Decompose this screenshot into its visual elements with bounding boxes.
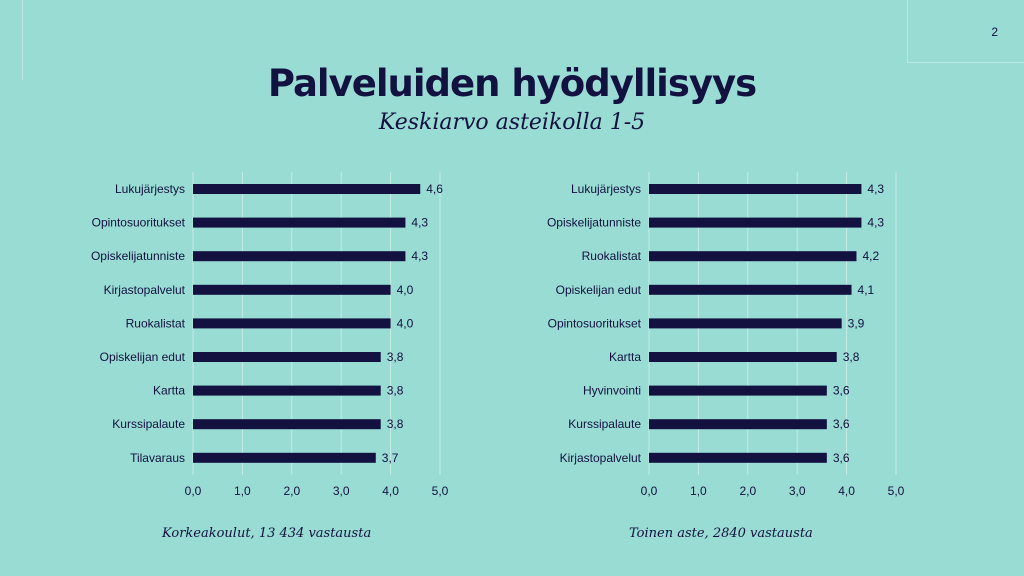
tick-label-left: 1,0 xyxy=(234,484,251,498)
value-label-left: 3,8 xyxy=(387,384,404,398)
bar-right xyxy=(649,217,862,228)
value-label-right: 4,3 xyxy=(867,216,884,230)
category-label-right: Opiskelijan edut xyxy=(556,283,642,297)
value-label-right: 3,6 xyxy=(833,451,850,465)
category-label-right: Lukujärjestys xyxy=(571,182,641,196)
value-label-left: 4,0 xyxy=(397,283,414,297)
bar-left xyxy=(193,251,406,262)
tick-label-left: 0,0 xyxy=(185,484,202,498)
tick-label-right: 3,0 xyxy=(789,484,806,498)
bar-right xyxy=(649,184,862,194)
tick-label-right: 0,0 xyxy=(641,484,658,498)
value-label-left: 4,0 xyxy=(397,316,414,330)
category-label-right: Opiskelijatunniste xyxy=(547,216,641,230)
page-number: 2 xyxy=(991,25,998,39)
bar-left xyxy=(193,284,391,295)
value-label-right: 4,2 xyxy=(862,249,879,263)
bar-left xyxy=(193,352,381,362)
value-label-right: 4,1 xyxy=(858,283,875,297)
tick-label-right: 4,0 xyxy=(838,484,855,498)
tick-label-right: 5,0 xyxy=(888,484,905,498)
bar-right xyxy=(649,352,837,362)
bar-right xyxy=(649,251,857,262)
category-label-left: Opiskelijatunniste xyxy=(91,249,185,263)
category-label-right: Ruokalistat xyxy=(582,249,642,263)
bar-right xyxy=(649,452,827,463)
decorative-line xyxy=(22,0,23,80)
value-label-left: 3,8 xyxy=(387,350,404,364)
chart-caption-right: Toinen aste, 2840 vastausta xyxy=(629,526,813,541)
bar-left xyxy=(193,184,421,194)
category-label-right: Kirjastopalvelut xyxy=(560,451,642,465)
bar-left xyxy=(193,452,376,463)
category-label-left: Kartta xyxy=(153,384,185,398)
category-label-left: Opintosuoritukset xyxy=(92,216,186,230)
bar-right xyxy=(649,385,827,396)
value-label-right: 3,6 xyxy=(833,417,850,431)
category-label-right: Opintosuoritukset xyxy=(548,316,642,330)
decorative-line xyxy=(907,0,908,62)
bar-right xyxy=(649,318,842,329)
category-label-right: Kartta xyxy=(609,350,641,364)
category-label-left: Opiskelijan edut xyxy=(100,350,186,364)
value-label-left: 4,6 xyxy=(426,182,443,196)
category-label-left: Ruokalistat xyxy=(126,316,186,330)
bar-left xyxy=(193,385,381,396)
category-label-left: Kurssipalaute xyxy=(112,417,185,431)
category-label-left: Lukujärjestys xyxy=(115,182,185,196)
category-label-left: Tilavaraus xyxy=(130,451,185,465)
value-label-right: 3,6 xyxy=(833,384,850,398)
tick-label-left: 4,0 xyxy=(382,484,399,498)
category-label-left: Kirjastopalvelut xyxy=(104,283,186,297)
value-label-right: 3,8 xyxy=(843,350,860,364)
category-label-right: Hyvinvointi xyxy=(583,384,641,398)
bar-left xyxy=(193,217,406,228)
tick-label-right: 1,0 xyxy=(690,484,707,498)
bar-left xyxy=(193,318,391,329)
page-subtitle: Keskiarvo asteikolla 1-5 xyxy=(378,110,646,135)
chart-caption-left: Korkeakoulut, 13 434 vastausta xyxy=(162,526,372,541)
value-label-right: 3,9 xyxy=(848,316,865,330)
decorative-line xyxy=(907,62,1024,63)
value-label-left: 3,7 xyxy=(382,451,399,465)
bar-right xyxy=(649,284,852,295)
value-label-left: 4,3 xyxy=(411,249,428,263)
tick-label-right: 2,0 xyxy=(739,484,756,498)
bar-left xyxy=(193,419,381,430)
tick-label-left: 2,0 xyxy=(283,484,300,498)
tick-label-left: 3,0 xyxy=(333,484,350,498)
category-label-right: Kurssipalaute xyxy=(568,417,641,431)
value-label-left: 3,8 xyxy=(387,417,404,431)
bar-right xyxy=(649,419,827,430)
value-label-left: 4,3 xyxy=(411,216,428,230)
page-title: Palveluiden hyödyllisyys xyxy=(267,62,757,105)
tick-label-left: 5,0 xyxy=(432,484,449,498)
value-label-right: 4,3 xyxy=(867,182,884,196)
